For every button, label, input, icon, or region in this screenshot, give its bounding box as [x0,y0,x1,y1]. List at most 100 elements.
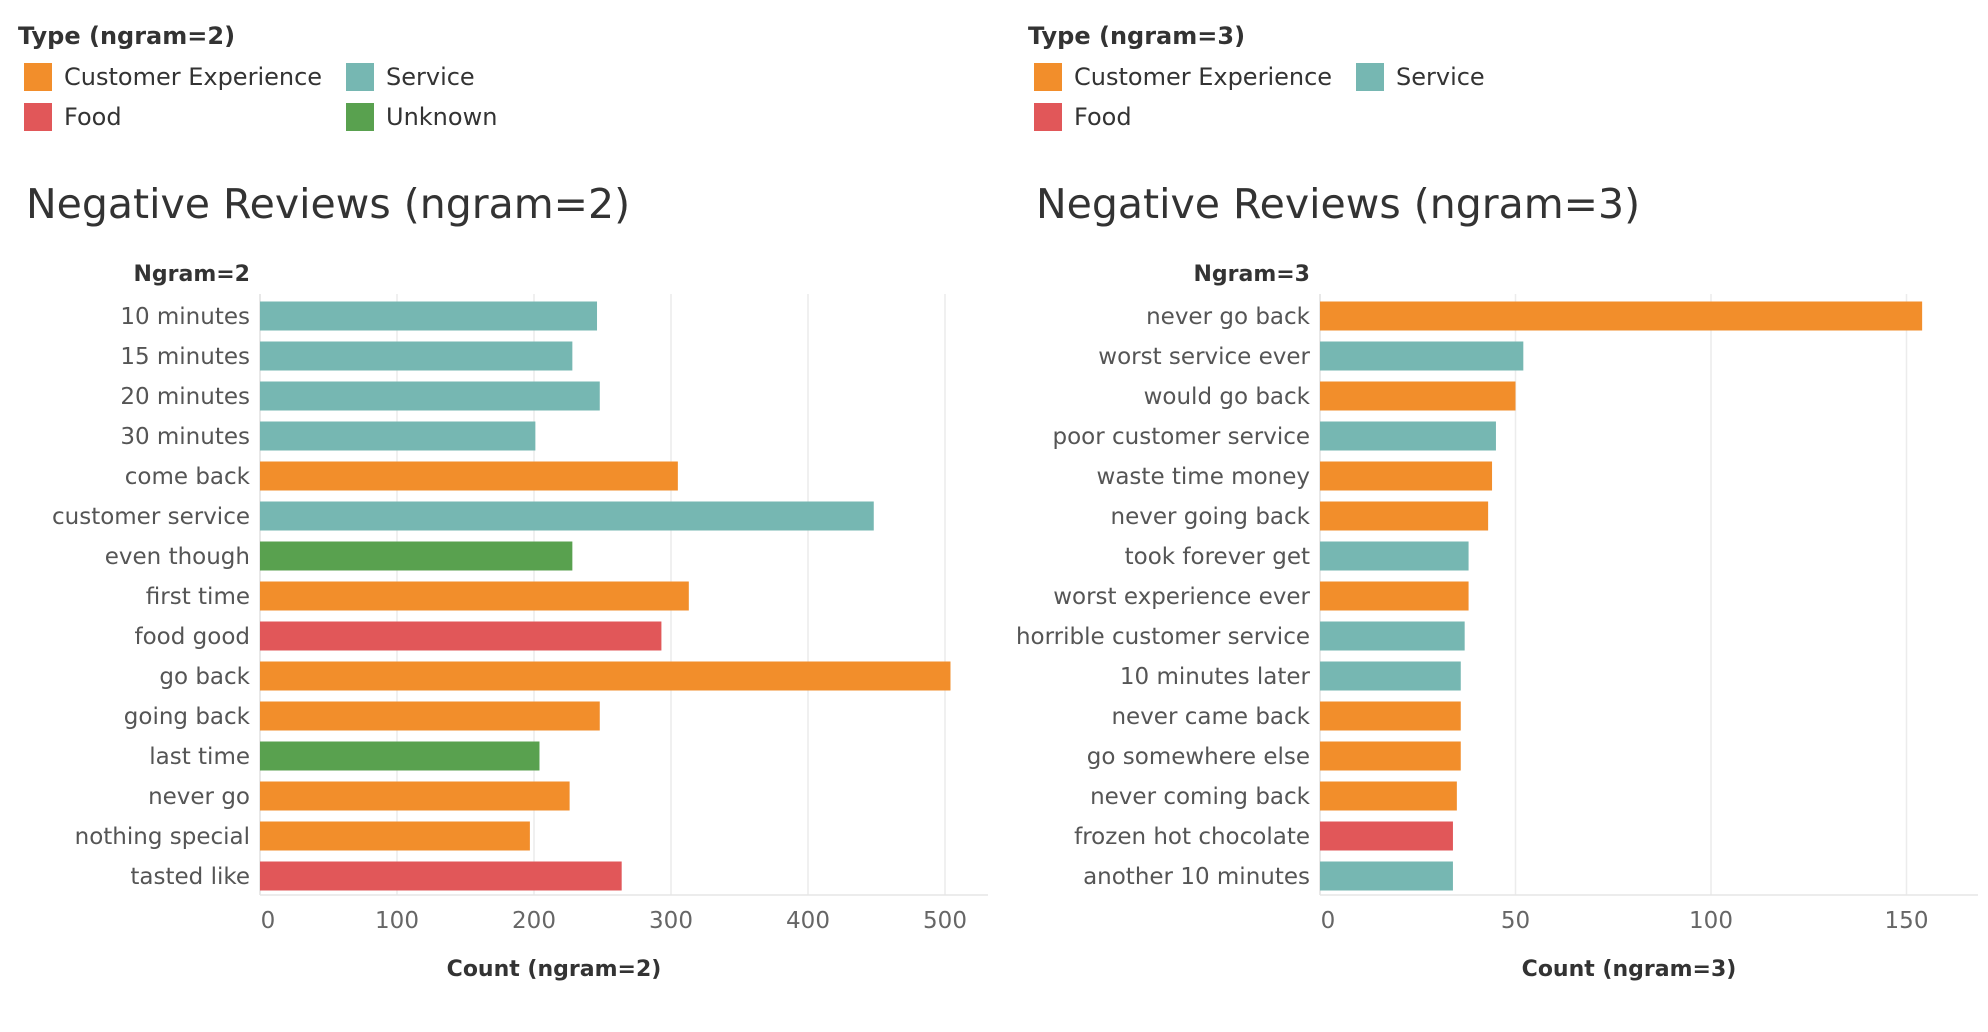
bar[interactable] [1320,621,1465,651]
x-tick-label: 300 [649,908,693,934]
category-label: go somewhere else [1087,744,1310,770]
category-label: tasted like [130,864,250,890]
category-label: first time [146,584,250,610]
bar[interactable] [260,621,662,651]
legend-title: Type (ngram=2) [18,22,236,50]
bar[interactable] [1320,381,1516,411]
category-label: 10 minutes [120,304,250,330]
category-label: 30 minutes [120,424,250,450]
bar[interactable] [260,861,622,891]
x-tick-label: 200 [512,908,556,934]
x-tick-label: 0 [1321,908,1336,934]
category-label: worst service ever [1098,344,1310,370]
x-axis-label: Count (ngram=2) [447,957,662,982]
category-label: go back [159,664,250,690]
category-label: 20 minutes [120,384,250,410]
legend-label: Service [1396,63,1485,91]
legend-swatch [346,103,374,131]
bar[interactable] [260,661,951,691]
bar[interactable] [1320,821,1453,851]
category-label: never came back [1111,704,1310,730]
category-label: come back [125,464,251,490]
bar[interactable] [260,461,678,491]
legend-item-food[interactable]: Food [1034,102,1132,132]
bar[interactable] [260,301,598,331]
category-label: poor customer service [1052,424,1310,450]
bar[interactable] [1320,541,1469,571]
category-label: 10 minutes later [1120,664,1311,690]
legend-swatch [24,63,52,91]
legend-label: Food [1074,103,1132,131]
x-tick-label: 500 [923,908,967,934]
bar-chart-ngram2: 10 minutes 15 minutes 20 minutes 30 minutes… [52,262,988,982]
legend-item-customer-experience[interactable]: Customer Experience [24,62,322,92]
bar[interactable] [260,381,600,411]
category-label: waste time money [1097,464,1310,490]
bar-chart-ngram3: never go back worst service ever would go … [1016,262,1978,982]
legend-swatch [1034,63,1062,91]
legend-item-unknown[interactable]: Unknown [346,102,497,132]
bar[interactable] [260,741,540,771]
bar[interactable] [260,781,570,811]
bar[interactable] [1320,301,1923,331]
bar[interactable] [260,421,536,451]
bar[interactable] [1320,701,1461,731]
x-tick-label: 400 [786,908,830,934]
bar[interactable] [1320,461,1493,491]
bar[interactable] [1320,861,1453,891]
bar[interactable] [260,581,689,611]
bar[interactable] [1320,581,1469,611]
category-label: worst experience ever [1053,584,1310,610]
bar[interactable] [1320,741,1461,771]
category-label: never go [148,784,250,810]
legend-label: Customer Experience [1074,63,1333,91]
category-label: customer service [52,504,250,530]
bar[interactable] [1320,341,1524,371]
x-axis-label: Count (ngram=3) [1522,957,1737,982]
legend-item-customer-experience[interactable]: Customer Experience [1034,62,1332,92]
legend-label: Service [386,63,475,91]
category-label: horrible customer service [1016,624,1310,650]
bar[interactable] [260,701,600,731]
category-label: never coming back [1090,784,1311,810]
category-label: frozen hot chocolate [1074,824,1310,850]
legend-swatch [1034,103,1062,131]
legend-label: Customer Experience [64,63,323,91]
category-label: another 10 minutes [1083,864,1310,890]
category-label: last time [149,744,250,770]
chart-title: Negative Reviews (ngram=2) [26,180,631,228]
legend-label: Food [64,103,122,131]
x-tick-label: 150 [1885,908,1929,934]
bar[interactable] [1320,501,1489,531]
legend-item-service[interactable]: Service [346,62,475,92]
x-tick-label: 50 [1501,908,1530,934]
legend-swatch [1356,63,1384,91]
bar[interactable] [260,821,530,851]
bar[interactable] [1320,421,1496,451]
category-label: never going back [1111,504,1311,530]
x-tick-label: 100 [1689,908,1733,934]
legend-item-service[interactable]: Service [1356,62,1485,92]
legend-label: Unknown [386,103,498,131]
bar[interactable] [260,541,573,571]
chart-panel-ngram3: Type (ngram=3) Customer Experience Servi… [1010,0,1988,1032]
category-label: never go back [1146,304,1311,330]
legend-title: Type (ngram=3) [1028,22,1246,50]
legend-item-food[interactable]: Food [24,102,122,132]
bar[interactable] [260,501,874,531]
y-axis-label: Ngram=2 [133,262,250,287]
chart-panel-ngram2: Type (ngram=2) Customer Experience Servi… [18,22,988,982]
category-label: even though [105,544,250,570]
category-label: going back [124,704,251,730]
x-tick-label: 0 [261,908,276,934]
y-axis-label: Ngram=3 [1193,262,1310,287]
legend-swatch [346,63,374,91]
category-label: 15 minutes [120,344,250,370]
bar[interactable] [260,341,573,371]
bar[interactable] [1320,661,1461,691]
chart-title: Negative Reviews (ngram=3) [1036,180,1641,228]
category-label: nothing special [75,824,250,850]
category-label: took forever get [1125,544,1310,570]
x-tick-label: 100 [375,908,419,934]
bar[interactable] [1320,781,1457,811]
